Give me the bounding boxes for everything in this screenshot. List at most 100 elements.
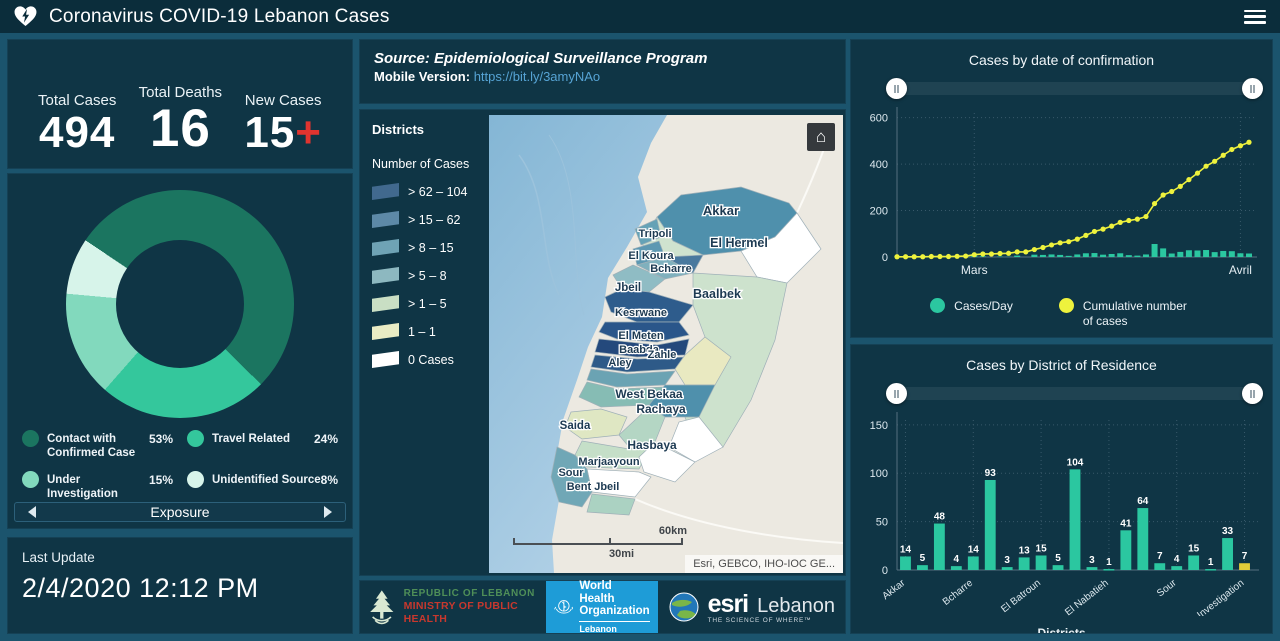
cumulative-point[interactable] [1083, 232, 1089, 238]
cases-day-bar[interactable] [1014, 255, 1021, 257]
cases-day-bar[interactable] [1082, 253, 1089, 257]
cumulative-point[interactable] [954, 253, 960, 259]
menu-icon[interactable] [1244, 9, 1266, 24]
cases-day-bar[interactable] [1108, 253, 1115, 257]
district-bar[interactable] [1120, 530, 1132, 570]
district-shape-bent-jbeil[interactable] [586, 493, 636, 516]
cumulative-point[interactable] [1109, 223, 1115, 229]
slider-handle-left[interactable] [886, 78, 907, 99]
district-shape-hasbaya[interactable] [638, 441, 696, 483]
cumulative-point[interactable] [1203, 163, 1209, 169]
cumulative-point[interactable] [971, 252, 977, 258]
cumulative-point[interactable] [963, 253, 969, 259]
slider-handle-right[interactable] [1242, 383, 1263, 404]
cases-day-bar[interactable] [1194, 250, 1201, 257]
cases-day-bar[interactable] [1039, 254, 1046, 257]
district-shape-sour[interactable] [550, 446, 593, 508]
district-bar[interactable] [1069, 469, 1081, 570]
cases-day-bar[interactable] [979, 256, 986, 257]
exposure-donut-chart[interactable] [66, 190, 294, 418]
cumulative-point[interactable] [1169, 188, 1175, 195]
cumulative-point[interactable] [928, 253, 934, 260]
cumulative-point[interactable] [1031, 246, 1037, 253]
district-bar[interactable] [1188, 555, 1200, 570]
cases-day-bar[interactable] [1168, 253, 1175, 257]
district-bar[interactable] [1137, 508, 1149, 570]
district-shape-tripoli[interactable] [634, 218, 662, 246]
cases-day-bar[interactable] [1160, 248, 1167, 257]
cases-day-bar[interactable] [1125, 255, 1132, 257]
district-bar[interactable] [1171, 566, 1183, 570]
cumulative-point[interactable] [1237, 143, 1244, 149]
cases-day-bar[interactable] [1185, 250, 1192, 257]
district-bar[interactable] [1018, 557, 1030, 570]
district-bar[interactable] [900, 556, 911, 570]
cases-day-bar[interactable] [1142, 254, 1149, 257]
map-home-button[interactable]: ⌂ [807, 123, 835, 151]
cases-day-bar[interactable] [1203, 250, 1210, 257]
cumulative-point[interactable] [1023, 249, 1029, 255]
carousel-next-button[interactable] [311, 503, 345, 522]
cumulative-point[interactable] [980, 251, 986, 257]
cases-day-bar[interactable] [1134, 255, 1141, 257]
district-bar[interactable] [950, 566, 962, 570]
cumulative-point[interactable] [1117, 219, 1123, 225]
cases-day-bar[interactable] [1074, 254, 1081, 257]
cumulative-point[interactable] [1194, 170, 1201, 176]
cases-day-bar[interactable] [1057, 254, 1064, 257]
district-shape-jbeil[interactable] [604, 288, 694, 323]
district-bar[interactable] [1222, 538, 1233, 570]
cases-day-bar[interactable] [1091, 253, 1098, 257]
cases-day-bar[interactable] [1100, 254, 1107, 257]
cumulative-point[interactable] [1143, 213, 1149, 220]
cumulative-point[interactable] [1040, 244, 1046, 251]
mobile-version-link[interactable]: https://bit.ly/3amyNAo [473, 69, 601, 84]
carousel-prev-button[interactable] [15, 503, 49, 522]
cumulative-point[interactable] [1177, 183, 1183, 189]
cumulative-point[interactable] [937, 253, 943, 260]
district-bar[interactable] [933, 523, 945, 570]
district-shape-bcharre[interactable] [663, 254, 704, 274]
slider-track[interactable] [891, 387, 1258, 400]
district-bar[interactable] [1154, 563, 1166, 570]
district-bar[interactable] [1035, 555, 1047, 570]
district-shape-jezzine[interactable] [618, 406, 666, 448]
district-bar[interactable] [1103, 569, 1115, 571]
cases-day-bar[interactable] [1048, 254, 1055, 257]
cumulative-point[interactable] [1100, 226, 1106, 232]
cumulative-point[interactable] [1246, 139, 1252, 145]
cumulative-point[interactable] [1014, 249, 1020, 255]
cumulative-point[interactable] [1229, 146, 1235, 153]
district-bar[interactable] [967, 556, 979, 570]
cases-day-bar[interactable] [1177, 251, 1184, 257]
cumulative-point[interactable] [1057, 240, 1063, 246]
district-bar[interactable] [917, 565, 928, 570]
cumulative-point[interactable] [1220, 152, 1226, 158]
cases-day-bar[interactable] [1151, 243, 1158, 257]
cases-day-bar[interactable] [1246, 253, 1252, 257]
slider-handle-left[interactable] [886, 383, 907, 404]
cumulative-point[interactable] [988, 251, 995, 257]
cases-day-bar[interactable] [1228, 251, 1235, 257]
cumulative-point[interactable] [1160, 192, 1166, 198]
cumulative-point[interactable] [1006, 250, 1012, 256]
cumulative-point[interactable] [894, 254, 900, 260]
district-shape-kesrwane[interactable] [598, 321, 690, 343]
cumulative-point[interactable] [1048, 242, 1055, 248]
cases-day-bar[interactable] [1065, 255, 1072, 257]
cumulative-point[interactable] [1186, 177, 1192, 183]
cumulative-point[interactable] [911, 254, 917, 260]
district-bar[interactable] [984, 480, 996, 570]
district-bar[interactable] [1086, 567, 1098, 570]
cumulative-point[interactable] [1134, 216, 1140, 222]
cumulative-point[interactable] [920, 254, 926, 260]
cumulative-point[interactable] [1066, 239, 1072, 245]
cases-day-bar[interactable] [1211, 252, 1218, 257]
cases-day-bar[interactable] [1031, 254, 1038, 257]
cumulative-point[interactable] [1126, 217, 1132, 224]
map-viewport[interactable]: Akkar Tripoli El Hermel El Koura Bcharre Jbei… [489, 115, 843, 573]
slider-handle-right[interactable] [1242, 78, 1263, 99]
cases-day-bar[interactable] [1220, 250, 1227, 257]
district-bar[interactable] [1239, 563, 1250, 570]
